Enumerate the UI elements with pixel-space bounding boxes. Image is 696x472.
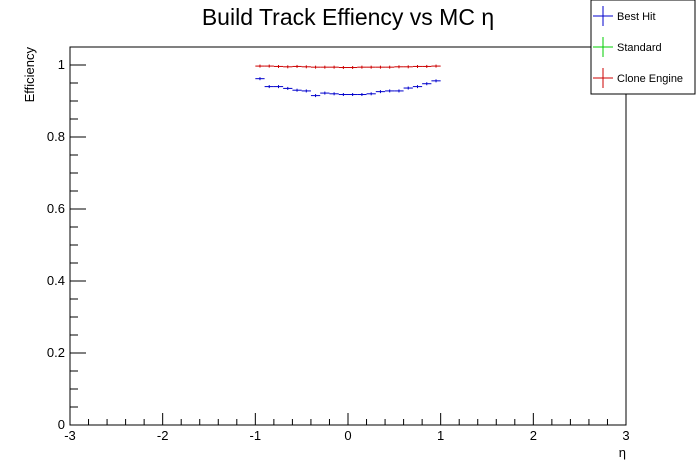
y-tick-label: 0.4 [47, 273, 65, 288]
y-tick-label: 0.2 [47, 345, 65, 360]
x-tick-label: 2 [530, 428, 537, 443]
legend-label: Best Hit [617, 11, 656, 23]
ticks: -3 -2 -1 0 1 2 3 0 0.2 0.4 0.6 0.8 1 [47, 46, 630, 443]
chart-title: Build Track Effiency vs MC η [202, 4, 494, 30]
legend-label: Standard [617, 42, 662, 54]
legend-entry: Clone Engine [593, 68, 683, 88]
y-tick-label: 1 [58, 57, 65, 72]
series-clone-engine [255, 64, 441, 70]
x-tick-label: -3 [64, 428, 76, 443]
y-tick-label: 0.6 [47, 201, 65, 216]
x-axis-title: η [619, 445, 626, 460]
x-tick-label: -1 [250, 428, 262, 443]
legend-entry: Standard [593, 37, 662, 57]
y-axis-title: Efficiency [22, 47, 37, 103]
legend: Best Hit Standard Clone Engine [590, 0, 696, 95]
x-tick-label: 1 [437, 428, 444, 443]
x-tick-label: -2 [157, 428, 169, 443]
legend-label: Clone Engine [617, 73, 683, 85]
x-tick-label: 0 [344, 428, 351, 443]
y-tick-label: 0 [58, 417, 65, 432]
legend-entry: Best Hit [593, 6, 656, 26]
x-tick-label: 3 [622, 428, 629, 443]
series-layer [255, 64, 441, 98]
y-tick-label: 0.8 [47, 129, 65, 144]
series-best-hit [255, 77, 441, 98]
